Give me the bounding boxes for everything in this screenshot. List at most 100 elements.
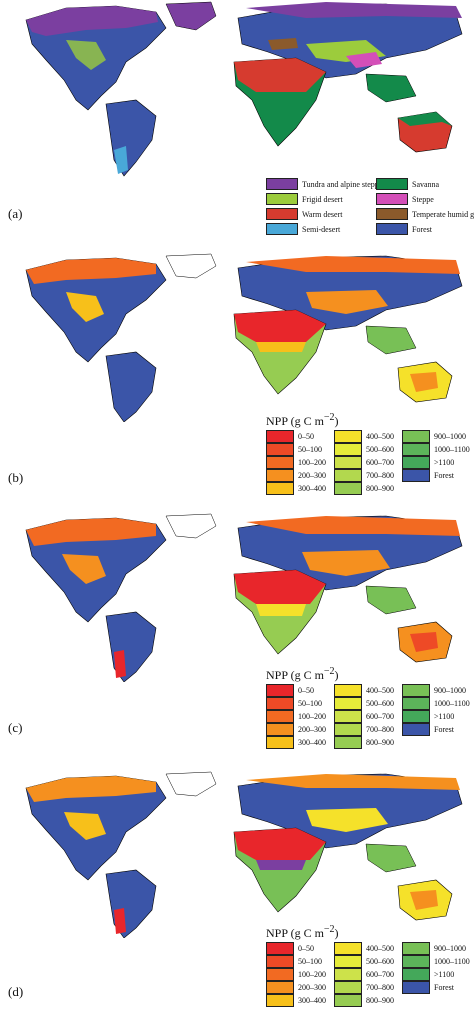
legend-label: 400–500 [366, 944, 394, 953]
legend-item: 200–300 [266, 981, 326, 994]
legend-swatch [334, 968, 362, 981]
legend-item: Warm desert [266, 208, 342, 220]
legend-item: 100–200 [266, 968, 326, 981]
legend-swatch [334, 456, 362, 469]
legend-swatch [266, 443, 294, 456]
biome-world-map [25, 1, 463, 177]
legend-label: 700–800 [366, 471, 394, 480]
panel-c: (c) NPP (g C m−2) 0–50 50–100 100–200 200–3… [0, 512, 474, 760]
legend-item: 600–700 [334, 710, 394, 723]
legend-label: 100–200 [298, 712, 326, 721]
legend-label: 1000–1100 [434, 957, 470, 966]
legend-item: 100–200 [266, 710, 326, 723]
legend-item: 100–200 [266, 456, 326, 469]
legend-swatch [266, 955, 294, 968]
legend-label: 50–100 [298, 957, 322, 966]
panel-label: (d) [8, 984, 24, 999]
legend-swatch [402, 430, 430, 443]
legend-item: >1100 [402, 968, 454, 981]
npp-world-map [25, 513, 463, 682]
legend-swatch [266, 710, 294, 723]
legend-item: 500–600 [334, 443, 394, 456]
legend-item: 600–700 [334, 968, 394, 981]
legend-item: 500–600 [334, 697, 394, 710]
legend-swatch [334, 994, 362, 1007]
legend-item: Forest [402, 469, 454, 482]
legend-label: 0–50 [298, 432, 314, 441]
npp-world-map [25, 771, 463, 938]
legend-item: 800–900 [334, 736, 394, 749]
legend-label: 500–600 [366, 957, 394, 966]
legend-item: 1000–1100 [402, 443, 470, 456]
legend-swatch [266, 684, 294, 697]
legend-label: 200–300 [298, 471, 326, 480]
legend-item: 0–50 [266, 430, 314, 443]
legend-swatch [334, 942, 362, 955]
npp-world-map [25, 253, 463, 422]
legend-swatch [402, 942, 430, 955]
legend-swatch [266, 723, 294, 736]
legend-label: 900–1000 [434, 944, 466, 953]
legend-swatch [334, 955, 362, 968]
legend-label: 1000–1100 [434, 445, 470, 454]
legend-swatch [334, 430, 362, 443]
legend-label: Forest [434, 983, 454, 992]
legend-label: >1100 [434, 970, 455, 979]
legend-title: NPP (g C m−2) [266, 412, 339, 428]
legend-item: 1000–1100 [402, 955, 470, 968]
legend-swatch [402, 697, 430, 710]
npp-legend: NPP (g C m−2) 0–50 50–100 100–200 200–300 30… [266, 666, 472, 752]
legend-swatch [266, 968, 294, 981]
legend-item: 900–1000 [402, 684, 466, 697]
legend-label: >1100 [434, 712, 455, 721]
panel-a: (a) Tundra and alpine steppe Frigid dese… [0, 0, 474, 250]
panel-label: (b) [8, 470, 24, 485]
panel-b: (b) NPP (g C m−2) 0–50 50–100 100–200 200–3… [0, 252, 474, 500]
legend-swatch [402, 443, 430, 456]
legend-swatch [402, 710, 430, 723]
legend-item: Forest [402, 723, 454, 736]
legend-swatch [334, 736, 362, 749]
legend-item: 300–400 [266, 994, 326, 1007]
legend-swatch [266, 469, 294, 482]
legend-label: 800–900 [366, 738, 394, 747]
legend-label: 400–500 [366, 432, 394, 441]
legend-swatch [334, 697, 362, 710]
legend-item: 600–700 [334, 456, 394, 469]
panel-label: (c) [8, 720, 23, 735]
legend-label: 1000–1100 [434, 699, 470, 708]
legend-label: 400–500 [366, 686, 394, 695]
legend-item: 0–50 [266, 684, 314, 697]
legend-swatch [402, 684, 430, 697]
legend-swatch [402, 723, 430, 736]
legend-label: >1100 [434, 458, 455, 467]
legend-label: 700–800 [366, 983, 394, 992]
legend-item: 50–100 [266, 697, 322, 710]
panel-d: (d) NPP (g C m−2) 0–50 50–100 100–200 200–3… [0, 770, 474, 1012]
legend-swatch [266, 456, 294, 469]
legend-item: 800–900 [334, 482, 394, 495]
legend-item: 1000–1100 [402, 697, 470, 710]
legend-label: 200–300 [298, 725, 326, 734]
legend-item: Tundra and alpine steppe [266, 178, 382, 190]
legend-label: 50–100 [298, 699, 322, 708]
legend-title: NPP (g C m−2) [266, 666, 339, 682]
legend-swatch [266, 981, 294, 994]
legend-label: 50–100 [298, 445, 322, 454]
legend-item: Frigid desert [266, 193, 343, 205]
legend-label: Forest [434, 471, 454, 480]
legend-label: 900–1000 [434, 432, 466, 441]
legend-label: 500–600 [366, 699, 394, 708]
panel-label: (a) [8, 206, 23, 221]
legend-swatch [402, 469, 430, 482]
npp-legend: NPP (g C m−2) 0–50 50–100 100–200 200–300 30… [266, 924, 472, 1010]
legend-label: 0–50 [298, 944, 314, 953]
legend-swatch [334, 981, 362, 994]
legend-swatch [334, 443, 362, 456]
legend-item: 300–400 [266, 736, 326, 749]
legend-label: 800–900 [366, 996, 394, 1005]
legend-label: 0–50 [298, 686, 314, 695]
legend-item: 700–800 [334, 723, 394, 736]
legend-label: 700–800 [366, 725, 394, 734]
legend-swatch [402, 456, 430, 469]
